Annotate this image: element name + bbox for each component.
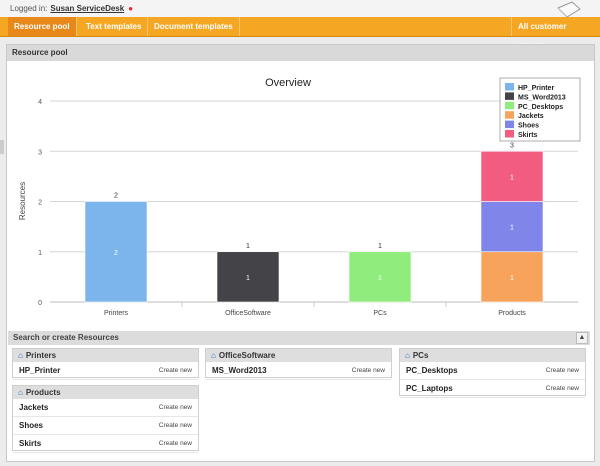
legend-label: Shoes bbox=[518, 123, 539, 130]
bar-data-label: 1 bbox=[510, 174, 514, 181]
legend-swatch bbox=[505, 120, 514, 129]
list-item[interactable]: MS_Word2013 Create new bbox=[206, 362, 391, 380]
legend-swatch bbox=[505, 111, 514, 119]
chart-title: Overview bbox=[265, 77, 311, 89]
bar-data-label: 1 bbox=[246, 275, 250, 282]
create-new-link[interactable]: Create new bbox=[545, 385, 579, 392]
tab-resource-pool[interactable]: Resource pool bbox=[8, 17, 77, 36]
legend-label: Jackets bbox=[518, 113, 544, 120]
tab-bar: Resource pool Text templates Document te… bbox=[0, 17, 600, 50]
home-icon: ⌂ bbox=[18, 388, 23, 397]
home-icon: ⌂ bbox=[211, 351, 216, 360]
y-tick-label: 2 bbox=[38, 200, 42, 207]
y-tick-label: 0 bbox=[38, 300, 42, 307]
y-tick-label: 3 bbox=[38, 149, 42, 156]
x-tick-label: OfficeSoftware bbox=[225, 310, 271, 317]
create-new-link[interactable]: Create new bbox=[158, 404, 192, 411]
create-new-link[interactable]: Create new bbox=[158, 367, 192, 374]
home-icon: ⌂ bbox=[18, 351, 23, 360]
y-axis-label: Resources bbox=[18, 182, 27, 220]
top-bar: Logged in: Susan ServiceDesk ● bbox=[0, 0, 600, 18]
search-section-header: Search or create Resources ▲ bbox=[8, 331, 590, 345]
legend-label: PC_Desktops bbox=[518, 104, 563, 111]
stack-total-label: 1 bbox=[378, 243, 382, 250]
user-link[interactable]: Susan ServiceDesk bbox=[50, 4, 125, 13]
overview-chart: Overview 0 1 2 3 4 Resources Printers 2 2 OfficeSo… bbox=[18, 77, 581, 317]
create-new-link[interactable]: Create new bbox=[158, 422, 192, 429]
group-header: ⌂ PCs bbox=[400, 349, 585, 362]
pencil-eraser-icon[interactable] bbox=[554, 0, 582, 20]
bar-hp-printer bbox=[84, 201, 148, 303]
list-item[interactable]: PC_Desktops Create new bbox=[400, 362, 585, 380]
y-tick-label: 4 bbox=[38, 99, 42, 106]
list-item[interactable]: Jackets Create new bbox=[13, 399, 198, 417]
legend-swatch bbox=[505, 92, 514, 100]
bar-pc-desktops bbox=[348, 251, 412, 303]
panel-title: Resource pool bbox=[7, 45, 594, 61]
search-title: Search or create Resources bbox=[13, 333, 119, 342]
stack-total-label: 1 bbox=[246, 243, 250, 250]
group-products: ⌂ Products Jackets Create new Shoes Create … bbox=[12, 385, 199, 453]
create-new-link[interactable]: Create new bbox=[545, 367, 579, 374]
list-item[interactable]: PC_Laptops Create new bbox=[400, 380, 585, 398]
legend-label: Skirts bbox=[518, 132, 538, 139]
bar-skirts bbox=[480, 150, 544, 202]
bar-data-label: 1 bbox=[378, 275, 382, 282]
collapse-up-icon[interactable]: ▲ bbox=[576, 332, 588, 344]
home-icon: ⌂ bbox=[405, 351, 410, 360]
bar-data-label: 1 bbox=[510, 225, 514, 232]
legend-label: HP_Printer bbox=[518, 85, 554, 92]
stack-total-label: 2 bbox=[114, 193, 118, 200]
list-item[interactable]: HP_Printer Create new bbox=[13, 362, 198, 380]
logged-label: Logged in: bbox=[10, 4, 48, 13]
group-header: ⌂ OfficeSoftware bbox=[206, 349, 391, 362]
create-new-link[interactable]: Create new bbox=[158, 440, 192, 447]
legend-swatch bbox=[505, 130, 514, 138]
tab-document-templates[interactable]: Document templates bbox=[148, 17, 240, 36]
bar-jackets bbox=[480, 251, 544, 303]
bar-data-label: 2 bbox=[114, 250, 118, 257]
group-pcs: ⌂ PCs PC_Desktops Create new PC_Laptops Cre… bbox=[399, 348, 586, 398]
bar-data-label: 1 bbox=[510, 275, 514, 282]
legend-label: MS_Word2013 bbox=[518, 94, 566, 101]
side-handle[interactable] bbox=[0, 140, 4, 154]
group-printers: ⌂ Printers HP_Printer Create new bbox=[12, 348, 199, 380]
group-officesoftware: ⌂ OfficeSoftware MS_Word2013 Create new bbox=[205, 348, 392, 380]
bar-ms-word2013 bbox=[216, 251, 280, 303]
y-tick-label: 1 bbox=[38, 250, 42, 257]
legend-swatch bbox=[505, 83, 514, 91]
group-header: ⌂ Products bbox=[13, 386, 198, 399]
stack-total-label: 3 bbox=[510, 142, 514, 149]
status-dot-icon: ● bbox=[128, 4, 134, 13]
x-tick-label: Printers bbox=[104, 310, 129, 317]
x-tick-label: PCs bbox=[373, 310, 387, 317]
list-item[interactable]: Skirts Create new bbox=[13, 435, 198, 453]
group-header: ⌂ Printers bbox=[13, 349, 198, 362]
login-status: Logged in: Susan ServiceDesk ● bbox=[10, 4, 133, 13]
tab-text-templates[interactable]: Text templates bbox=[80, 17, 149, 36]
list-item[interactable]: Shoes Create new bbox=[13, 417, 198, 435]
create-new-link[interactable]: Create new bbox=[351, 367, 385, 374]
legend-swatch bbox=[505, 101, 514, 110]
x-tick-label: Products bbox=[498, 310, 526, 317]
